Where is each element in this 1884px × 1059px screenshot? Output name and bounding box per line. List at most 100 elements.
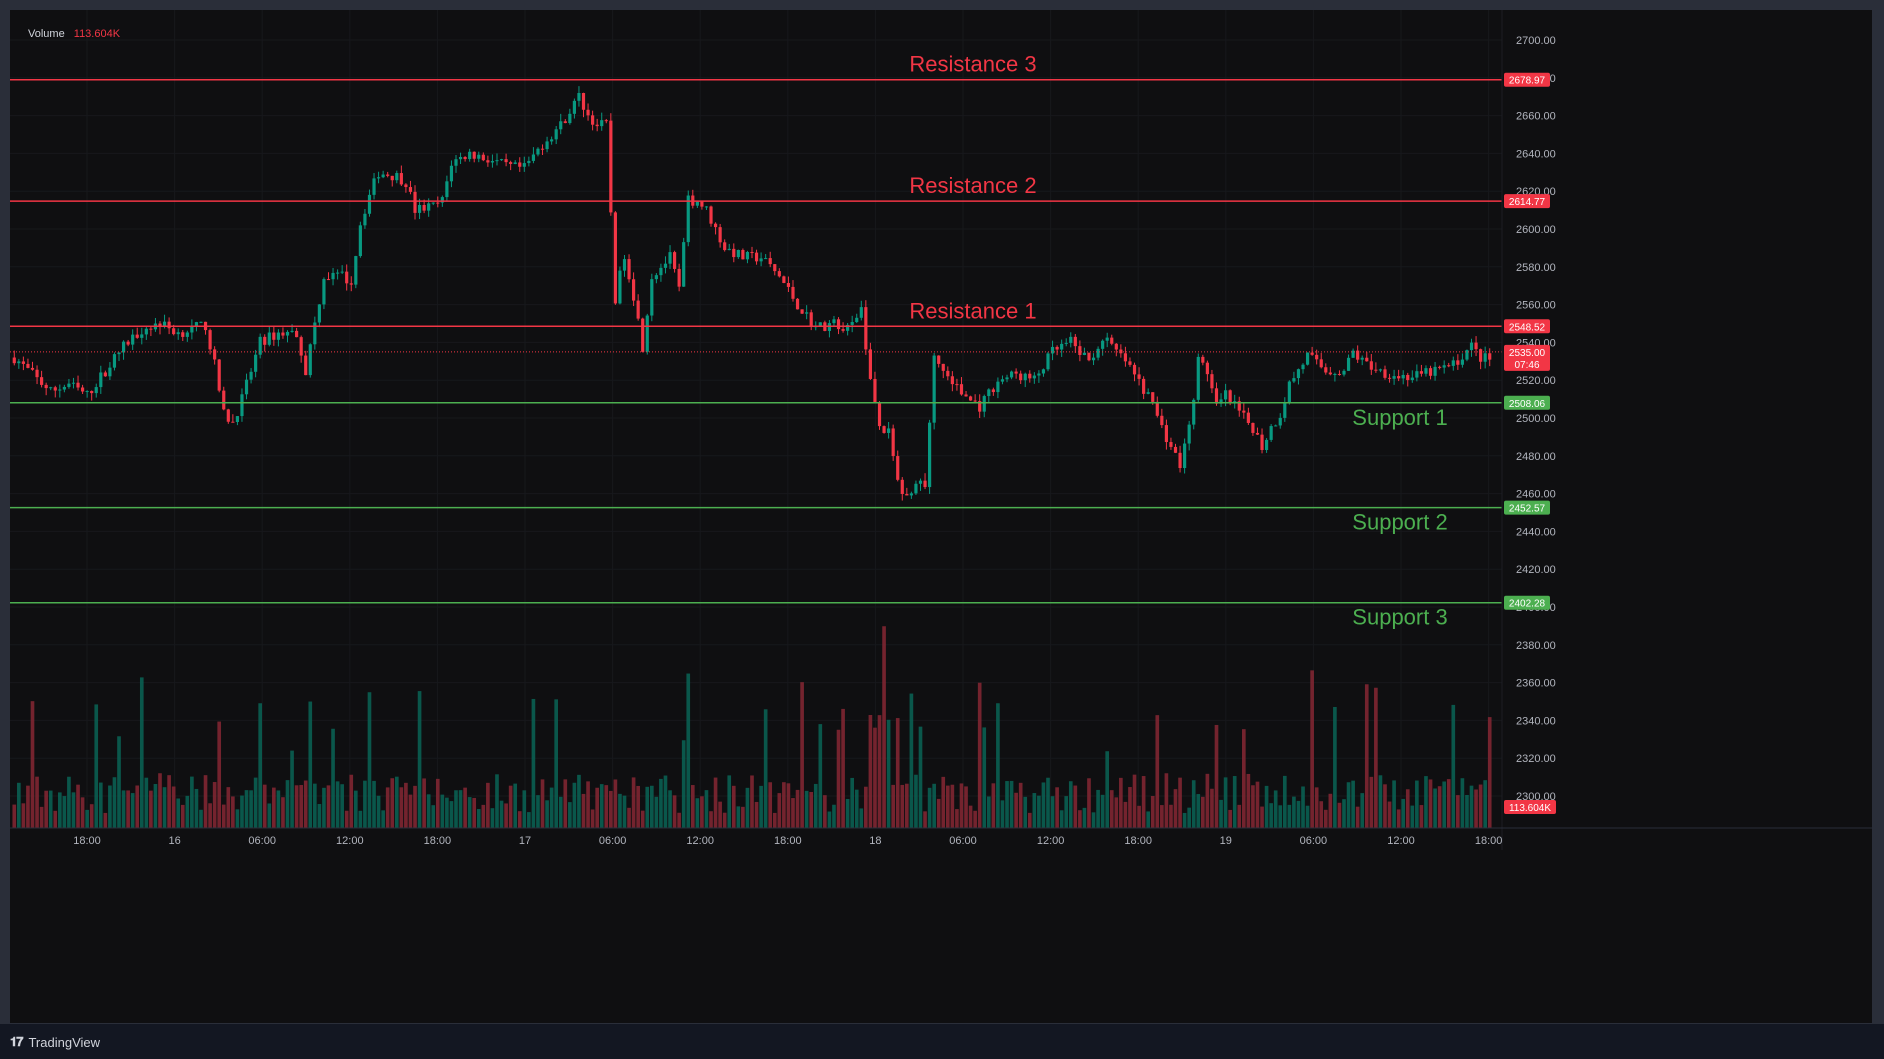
candle-body	[932, 355, 936, 423]
volume-bar	[800, 682, 804, 828]
volume-bar	[1009, 780, 1014, 828]
candle-body	[545, 141, 549, 150]
candle-body	[440, 197, 444, 203]
volume-bar	[986, 796, 991, 828]
volume-bar	[1364, 684, 1369, 828]
volume-bar	[44, 790, 48, 828]
y-tick-label: 2460.00	[1516, 489, 1556, 501]
candle-body	[345, 271, 349, 284]
volume-bar	[577, 774, 581, 828]
y-tick-label: 2660.00	[1516, 111, 1556, 123]
candle-body	[1260, 434, 1264, 450]
volume-bar	[117, 736, 121, 828]
candle-body	[117, 352, 121, 355]
volume-bar	[449, 801, 454, 828]
volume-bar	[1264, 785, 1269, 828]
level-price-badge	[1504, 319, 1550, 334]
volume-bar	[171, 786, 176, 828]
candle-body	[946, 370, 950, 377]
volume-bar	[850, 777, 855, 828]
candle-body	[176, 332, 180, 335]
candle-body	[477, 154, 481, 159]
candle-body	[554, 129, 558, 140]
candle-body	[700, 201, 704, 207]
candle-body	[1428, 368, 1433, 376]
candle-body	[1219, 399, 1223, 404]
candle-body	[1214, 388, 1219, 404]
volume-bar	[545, 800, 549, 828]
price-chart[interactable]: Resistance 3 Resistance 2 Resistance 1 Supp…	[10, 10, 1872, 1023]
candle-body	[1383, 369, 1387, 378]
volume-bar	[991, 783, 996, 828]
volume-bar	[1419, 805, 1424, 828]
countdown-text: 07:46	[1514, 360, 1539, 371]
volume-bar	[1005, 781, 1009, 828]
volume-bar	[426, 794, 431, 828]
candle-body	[1328, 372, 1332, 375]
volume-bar	[149, 790, 153, 828]
volume-bar	[1351, 780, 1355, 828]
volume-bar	[1396, 809, 1401, 828]
volume-bar	[486, 782, 490, 828]
candle-body	[1210, 374, 1214, 389]
y-tick-label: 2380.00	[1516, 640, 1556, 652]
volume-bar	[1287, 804, 1292, 828]
volume-bar	[1314, 787, 1319, 828]
candle-body	[968, 396, 973, 401]
tradingview-brand[interactable]: 𝟏𝟕 TradingView	[10, 1034, 100, 1050]
volume-bar	[1483, 780, 1487, 828]
candle-body	[754, 252, 759, 262]
candle-body	[1438, 366, 1442, 368]
volume-bar	[636, 785, 640, 828]
candle-body	[736, 249, 740, 258]
chart-frame: Resistance 3 Resistance 2 Resistance 1 Supp…	[10, 10, 1872, 1023]
candle-body	[144, 328, 148, 335]
volume-bar	[1114, 797, 1119, 828]
volume-bar	[627, 807, 631, 828]
candle-body	[1346, 357, 1351, 371]
volume-bar	[1446, 779, 1451, 828]
candle-body	[1023, 373, 1027, 381]
candle-body	[1105, 337, 1109, 341]
volume-bar	[677, 812, 681, 828]
volume-bar	[376, 795, 381, 828]
volume-bar	[640, 810, 645, 828]
level-label: Support 2	[1352, 510, 1447, 535]
volume-bar	[408, 794, 413, 828]
volume-bar	[226, 787, 231, 828]
volume-bar	[1305, 805, 1310, 828]
candle-body	[413, 191, 417, 213]
candle-body	[1269, 426, 1273, 440]
volume-bar	[394, 776, 399, 828]
candle-body	[859, 307, 863, 318]
candle-body	[58, 389, 62, 391]
candle-body	[1442, 365, 1446, 368]
candle-body	[704, 206, 709, 208]
volume-bar	[458, 790, 463, 828]
candle-body	[213, 349, 217, 360]
volume-bar	[1251, 785, 1255, 828]
candle-body	[158, 323, 162, 327]
volume-bar	[1137, 805, 1141, 828]
volume-bar	[126, 790, 130, 828]
volume-bar	[258, 703, 263, 828]
candle-body	[759, 258, 763, 262]
y-tick-label: 2440.00	[1516, 526, 1556, 538]
volume-bar	[390, 778, 395, 828]
candle-body	[381, 174, 385, 178]
volume-bar	[572, 782, 577, 828]
candle-body	[1082, 352, 1087, 355]
candle-body	[1228, 390, 1232, 402]
candle-body	[1019, 373, 1023, 381]
volume-bar	[1383, 784, 1387, 828]
x-tick-label: 06:00	[248, 835, 276, 847]
volume-bar	[768, 782, 773, 828]
volume-bar	[194, 788, 199, 828]
x-tick-label: 18	[869, 835, 881, 847]
level-price-text: 2452.57	[1509, 504, 1546, 515]
candle-body	[672, 252, 677, 269]
volume-bar	[713, 777, 718, 828]
candle-body	[290, 330, 294, 332]
x-tick-label: 06:00	[599, 835, 627, 847]
volume-legend-label: Volume	[28, 28, 65, 40]
